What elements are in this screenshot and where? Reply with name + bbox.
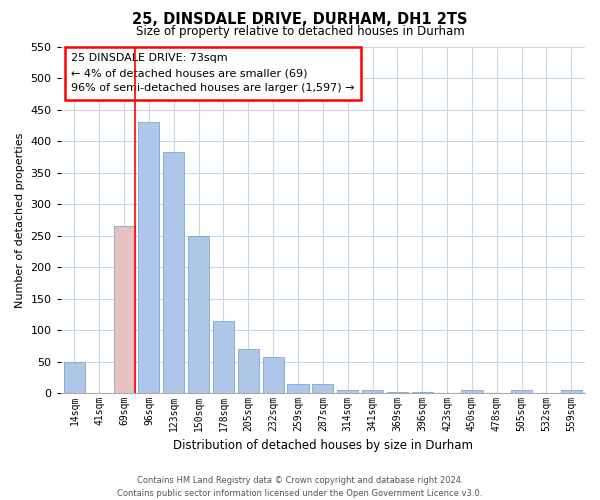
Bar (213, 320, 234, 393)
Bar (561, 390, 582, 393)
Bar (387, 392, 408, 393)
Bar (113, 226, 134, 393)
Text: Size of property relative to detached houses in Durham: Size of property relative to detached ho… (136, 25, 464, 38)
Bar (238, 349, 259, 393)
Bar (511, 390, 532, 393)
Text: 25, DINSDALE DRIVE, DURHAM, DH1 2TS: 25, DINSDALE DRIVE, DURHAM, DH1 2TS (132, 12, 468, 28)
Y-axis label: Number of detached properties: Number of detached properties (15, 132, 25, 308)
Bar (337, 390, 358, 393)
Bar (139, 122, 160, 393)
Bar (362, 390, 383, 393)
Bar (312, 384, 334, 393)
Text: 25 DINSDALE DRIVE: 73sqm
← 4% of detached houses are smaller (69)
96% of semi-de: 25 DINSDALE DRIVE: 73sqm ← 4% of detache… (71, 54, 355, 93)
Bar (461, 390, 482, 393)
Bar (188, 236, 209, 393)
Bar (412, 392, 433, 393)
Bar (64, 362, 85, 393)
Bar (287, 384, 308, 393)
Bar (263, 356, 284, 393)
Bar (163, 152, 184, 393)
Text: Contains HM Land Registry data © Crown copyright and database right 2024.
Contai: Contains HM Land Registry data © Crown c… (118, 476, 482, 498)
X-axis label: Distribution of detached houses by size in Durham: Distribution of detached houses by size … (173, 440, 473, 452)
